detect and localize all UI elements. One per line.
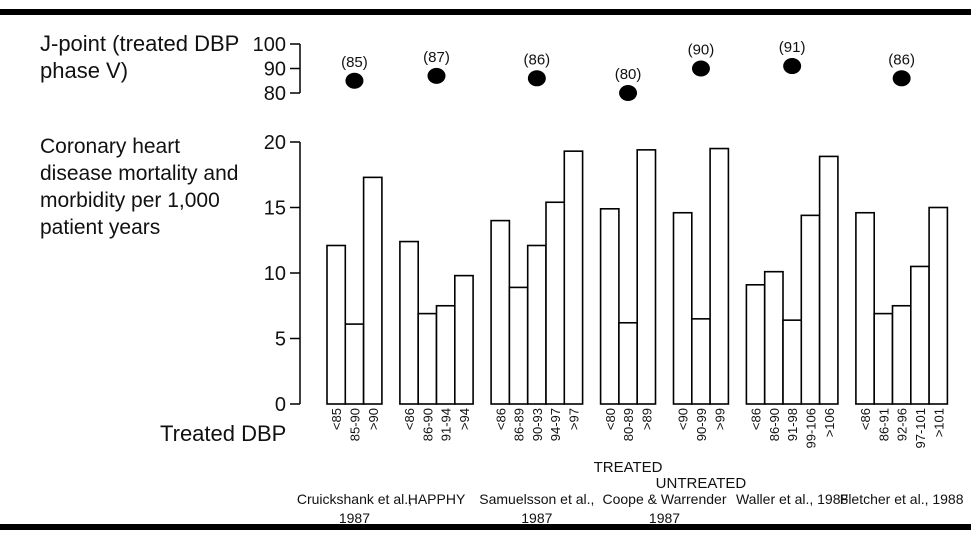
j-point-label: (85) [341, 54, 368, 71]
x-tick-label: 92-96 [895, 408, 910, 441]
x-tick-label: >99 [712, 408, 727, 430]
x-tick-label: 91-94 [439, 408, 454, 441]
y-tick-label: 5 [275, 329, 286, 351]
j-tick-label: 80 [264, 83, 286, 105]
bar [490, 219, 511, 405]
x-tick-label: >90 [366, 408, 381, 430]
x-tick-label: 86-91 [876, 408, 891, 441]
group-label: Samuelsson et al., 1987 [479, 491, 595, 526]
x-tick-label: >97 [566, 408, 581, 430]
bar [563, 150, 584, 405]
y-tick-label: 0 [275, 394, 286, 416]
j-tick-label: 90 [264, 59, 286, 81]
bar [508, 286, 529, 405]
x-tick-label: >106 [822, 408, 837, 437]
x-tick-label: >101 [931, 408, 946, 437]
x-tick-label: 86-89 [512, 408, 527, 441]
x-tick-label: <86 [858, 408, 873, 430]
bar [690, 318, 711, 405]
x-tick-label: <90 [676, 408, 691, 430]
x-tick-label: 85-90 [347, 408, 362, 441]
bar [818, 155, 839, 405]
x-tick-label: 90-99 [694, 408, 709, 441]
j-point-dot [427, 67, 446, 84]
x-tick-label: <86 [749, 408, 764, 430]
x-tick-label: <80 [603, 408, 618, 430]
bar [344, 323, 365, 405]
x-tick-label: 80-89 [621, 408, 636, 441]
bar [928, 206, 949, 405]
j-tick-label: 100 [253, 34, 286, 56]
bar [526, 244, 547, 405]
bar [636, 149, 657, 405]
bar [709, 147, 730, 405]
j-point-label: (87) [423, 49, 450, 66]
bar [745, 283, 766, 405]
bar [800, 214, 821, 405]
j-point-label: (90) [688, 42, 715, 59]
bar [891, 304, 912, 405]
bar [399, 240, 419, 405]
x-axis-label: Treated DBP [160, 421, 287, 446]
section-label: TREATED [594, 459, 663, 476]
group-label: Coope & Warrender 1987 [602, 491, 727, 526]
bottom-rule [0, 524, 971, 530]
j-point-label: (86) [888, 51, 915, 68]
chart-title: Coronary heart disease mortality and mor… [40, 135, 239, 239]
bar [599, 208, 620, 405]
j-point-dot [345, 72, 364, 89]
top-rule [0, 9, 971, 15]
y-tick-label: 20 [264, 132, 286, 154]
x-tick-label: 90-93 [530, 408, 545, 441]
section-label: UNTREATED [656, 475, 747, 492]
j-point-label: (80) [615, 66, 642, 83]
y-tick-label: 10 [264, 263, 286, 285]
x-tick-label: >89 [639, 408, 654, 430]
x-tick-label: 97-101 [913, 408, 928, 448]
bar [909, 265, 930, 405]
bar [672, 211, 693, 405]
group-label: HAPPHY [407, 491, 466, 507]
group-label: Cruickshank et al., 1987 [296, 491, 413, 526]
bar [362, 176, 383, 405]
group-label: Waller et al., 1988 [735, 491, 849, 507]
j-point-title: J-point (treated DBP phase V) [40, 31, 239, 83]
bar [782, 319, 803, 405]
x-tick-label: <86 [402, 408, 417, 430]
j-point-dot [619, 85, 638, 101]
x-tick-label: <86 [493, 408, 508, 430]
x-tick-label: 94-97 [548, 408, 563, 441]
bar [417, 312, 438, 405]
bar [326, 244, 347, 405]
bar [763, 270, 784, 405]
bar [873, 312, 894, 405]
j-point-dot [527, 70, 546, 87]
x-tick-label: 86-90 [420, 408, 435, 441]
x-tick-label: >94 [457, 408, 472, 430]
bar [435, 304, 456, 405]
x-tick-label: <85 [329, 408, 344, 430]
j-point-dot [691, 60, 710, 77]
x-tick-label: 99-106 [803, 408, 818, 448]
j-point-dot [892, 70, 911, 87]
bar [855, 211, 876, 405]
j-point-label: (86) [524, 51, 551, 68]
x-tick-label: 86-90 [767, 408, 782, 441]
bar [453, 274, 474, 405]
bar [545, 201, 566, 405]
group-label: Fletcher et al., 1988 [839, 491, 964, 507]
y-tick-label: 15 [264, 198, 286, 220]
x-tick-label: 91-98 [785, 408, 800, 441]
j-point-dot [783, 58, 802, 75]
j-point-label: (91) [779, 39, 806, 56]
bar [618, 321, 639, 405]
